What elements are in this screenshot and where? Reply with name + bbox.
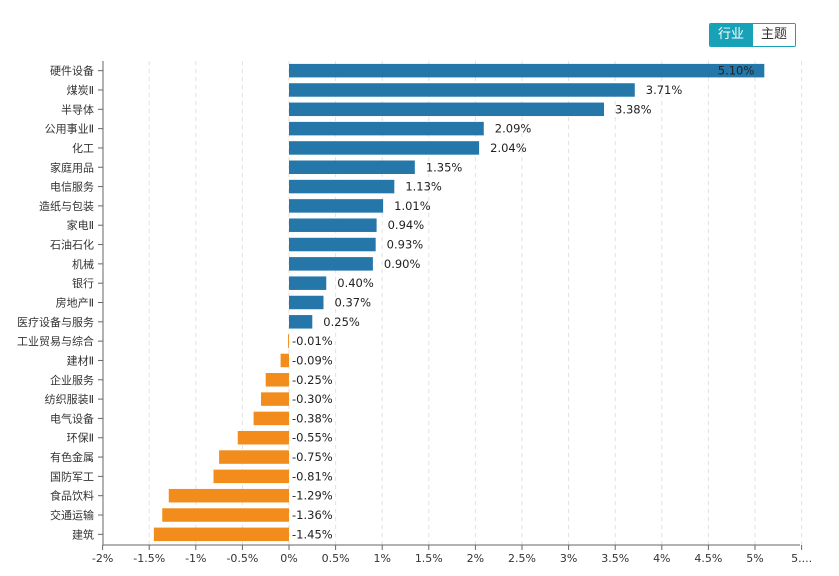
bar bbox=[289, 121, 484, 136]
x-tick-label: 5% bbox=[746, 552, 763, 565]
value-label: 3.71% bbox=[646, 83, 683, 97]
category-label: 石油石化 bbox=[50, 238, 94, 252]
category-label: 有色金属 bbox=[50, 450, 94, 464]
value-label: 1.13% bbox=[405, 180, 442, 194]
value-label: -0.25% bbox=[292, 373, 333, 387]
x-tick-label: 2.5% bbox=[508, 552, 536, 565]
value-label: 0.40% bbox=[337, 276, 374, 290]
bar bbox=[289, 179, 395, 194]
bar bbox=[219, 450, 289, 464]
value-label: 0.94% bbox=[388, 218, 425, 232]
bar bbox=[162, 508, 289, 522]
bar bbox=[265, 373, 289, 387]
value-label: -1.36% bbox=[292, 508, 333, 522]
x-tick-label: 4% bbox=[653, 552, 670, 565]
value-label: 0.37% bbox=[334, 296, 371, 310]
x-tick-label: 3% bbox=[560, 552, 577, 565]
x-tick-label: 1% bbox=[373, 552, 390, 565]
value-label: 1.35% bbox=[426, 160, 463, 174]
tab-industry[interactable]: 行业 bbox=[710, 24, 753, 46]
category-toggle[interactable]: 行业 主题 bbox=[709, 23, 797, 47]
category-label: 交通运输 bbox=[50, 508, 94, 522]
bar bbox=[289, 199, 384, 213]
category-label: 家庭用品 bbox=[50, 160, 94, 174]
bar bbox=[289, 102, 605, 117]
x-tick-label: 3.5% bbox=[601, 552, 629, 565]
category-label: 公用事业Ⅱ bbox=[45, 123, 94, 136]
value-label: -0.81% bbox=[292, 469, 333, 483]
category-label: 建筑 bbox=[72, 527, 94, 541]
value-label: -0.38% bbox=[292, 411, 333, 425]
category-label: 医疗设备与服务 bbox=[17, 315, 94, 329]
bar bbox=[280, 353, 289, 368]
x-tick-label: 2% bbox=[467, 552, 484, 565]
value-label: 0.90% bbox=[384, 257, 421, 271]
bar bbox=[253, 411, 289, 426]
x-tick-label: -1% bbox=[185, 552, 206, 565]
category-label: 机械 bbox=[72, 257, 94, 271]
bar bbox=[289, 237, 376, 252]
value-label: -1.29% bbox=[292, 489, 333, 503]
category-label: 电信服务 bbox=[50, 181, 94, 194]
category-label: 纺织服装Ⅱ bbox=[45, 392, 94, 406]
bar bbox=[289, 218, 377, 232]
bar bbox=[289, 83, 635, 97]
x-tick-label: -1.5% bbox=[133, 552, 165, 565]
value-label: -0.01% bbox=[292, 334, 333, 348]
x-tick-label: 4.5% bbox=[694, 552, 722, 565]
value-label: 3.38% bbox=[615, 102, 652, 116]
value-label: 1.01% bbox=[394, 199, 431, 213]
x-tick-label: -2% bbox=[92, 552, 113, 565]
category-label: 房地产Ⅱ bbox=[56, 296, 94, 310]
bar bbox=[288, 334, 289, 348]
bar bbox=[168, 488, 289, 503]
value-label: 0.25% bbox=[323, 315, 360, 329]
x-tick-label: 5.... bbox=[791, 552, 812, 565]
category-label: 化工 bbox=[72, 141, 94, 155]
bar bbox=[289, 257, 373, 271]
x-tick-label: 0.5% bbox=[322, 552, 350, 565]
value-label: 2.04% bbox=[490, 141, 527, 155]
category-label: 硬件设备 bbox=[50, 64, 94, 78]
tab-theme[interactable]: 主题 bbox=[752, 24, 796, 46]
x-tick-label: -0.5% bbox=[226, 552, 258, 565]
bar bbox=[213, 469, 289, 484]
category-label: 工业贸易与综合 bbox=[17, 334, 94, 348]
category-label: 造纸与包装 bbox=[39, 199, 94, 213]
value-label: -0.55% bbox=[292, 431, 333, 445]
x-tick-label: 1.5% bbox=[415, 552, 443, 565]
category-label: 食品饮料 bbox=[50, 489, 94, 503]
x-tick-label: 0% bbox=[280, 552, 297, 565]
bar bbox=[237, 430, 289, 445]
bar bbox=[289, 160, 415, 175]
bar bbox=[289, 63, 765, 78]
bar bbox=[153, 527, 289, 542]
category-label: 银行 bbox=[72, 276, 94, 290]
category-label: 电气设备 bbox=[50, 411, 94, 425]
category-label: 企业服务 bbox=[50, 373, 94, 387]
value-label: -0.09% bbox=[292, 353, 333, 367]
value-label: 5.10% bbox=[718, 64, 755, 78]
value-label: -1.45% bbox=[292, 527, 333, 541]
bar bbox=[289, 315, 313, 329]
category-label: 建材Ⅱ bbox=[67, 353, 94, 367]
category-label: 煤炭Ⅱ bbox=[67, 84, 94, 97]
value-label: 2.09% bbox=[495, 122, 532, 136]
category-label: 环保Ⅱ bbox=[67, 431, 94, 445]
bar bbox=[289, 276, 327, 290]
bar bbox=[289, 295, 324, 310]
value-label: -0.75% bbox=[292, 450, 333, 464]
value-label: -0.30% bbox=[292, 392, 333, 406]
bar bbox=[261, 392, 289, 406]
category-label: 国防军工 bbox=[50, 469, 94, 483]
category-label: 半导体 bbox=[61, 102, 94, 116]
category-label: 家电Ⅱ bbox=[67, 218, 94, 232]
bar bbox=[289, 141, 480, 155]
value-label: 0.93% bbox=[387, 238, 424, 252]
